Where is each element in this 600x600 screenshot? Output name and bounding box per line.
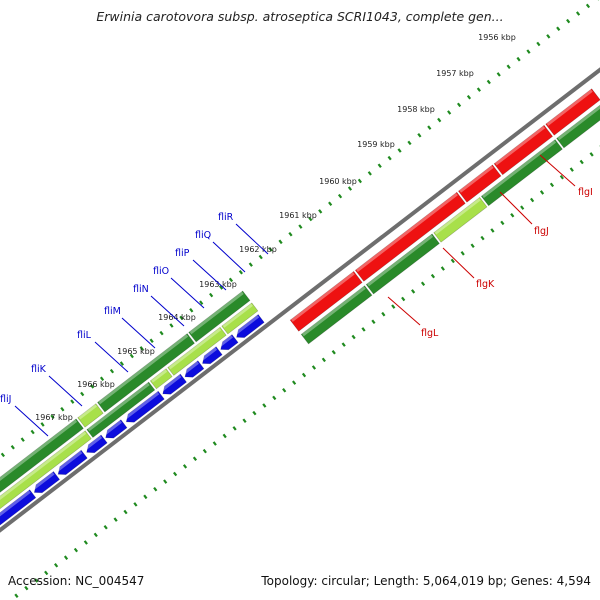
gene-leader-line	[48, 375, 83, 407]
gene-blue-segment	[200, 346, 223, 365]
gene-leader-line	[192, 259, 227, 291]
gene-blue-segment	[55, 449, 88, 475]
gene-blue-segment	[32, 471, 61, 494]
gene-lightgreen-segment	[433, 196, 488, 243]
gene-label[interactable]: fliP	[175, 248, 190, 259]
gene-green-segment	[365, 233, 440, 295]
gene-green-segment	[86, 381, 156, 438]
gene-label[interactable]: fliJ	[0, 394, 11, 405]
gene-label[interactable]: fliO	[153, 266, 169, 277]
inner-tick-row	[14, 145, 600, 598]
gene-leader-line	[235, 223, 269, 255]
scale-label: 1963 kbp	[199, 280, 237, 289]
gene-green-segment	[0, 418, 84, 493]
scale-label: 1957 kbp	[436, 69, 474, 78]
gene-label[interactable]: flgI	[578, 187, 593, 198]
gene-blue-segment	[182, 360, 205, 378]
gene-label[interactable]: flgL	[421, 328, 439, 339]
gene-blue-segment	[103, 419, 128, 439]
gene-blue-segment	[124, 390, 165, 423]
outer-tick-row	[0, 0, 599, 458]
accession-text: Accession: NC_004547	[8, 574, 145, 588]
gene-blue-segment	[234, 314, 265, 338]
blue-gene-labels: fliR fliQ fliP fliO fliN fliM fliL fliK fliJ	[0, 212, 269, 437]
gene-leader-line	[121, 317, 156, 349]
gene-label[interactable]: fliK	[31, 364, 47, 375]
gene-red-segment	[354, 191, 466, 282]
gene-red-segment	[289, 270, 363, 332]
scale-label: 1962 kbp	[239, 245, 277, 254]
gene-leader-line	[170, 277, 205, 309]
gene-blue-segment	[84, 434, 108, 454]
gene-leader-line	[94, 341, 129, 373]
gene-green-segment	[97, 333, 195, 413]
genome-backbone-line	[0, 67, 600, 533]
gene-leader-line	[150, 295, 185, 327]
scale-label: 1958 kbp	[397, 105, 435, 114]
scale-label: 1965 kbp	[117, 347, 155, 356]
gene-lightgreen-segment	[149, 368, 173, 390]
gene-leader-line	[387, 296, 421, 326]
gene-blue-segment	[0, 489, 37, 526]
scale-labels: 1956 kbp 1957 kbp 1958 kbp 1959 kbp 1960 kbp…	[35, 33, 516, 422]
gene-lightgreen-segment	[221, 302, 259, 335]
gene-red-segment	[545, 88, 600, 136]
scale-label: 1966 kbp	[77, 380, 115, 389]
gene-leader-line	[499, 191, 533, 225]
gene-green-segment	[188, 290, 251, 343]
gene-lightgreen-segment	[77, 403, 104, 428]
gene-label[interactable]: fliM	[104, 306, 121, 317]
gene-leader-line	[539, 154, 576, 187]
genome-summary-text: Topology: circular; Length: 5,064,019 bp…	[261, 574, 591, 588]
scale-label: 1967 kbp	[35, 413, 73, 422]
gene-blue-segment	[218, 334, 239, 351]
gene-green-segment	[480, 139, 563, 207]
scale-label: 1964 kbp	[158, 313, 196, 322]
gene-label[interactable]: flgJ	[534, 226, 549, 237]
scale-label: 1959 kbp	[357, 140, 395, 149]
gene-blue-segment	[160, 373, 187, 395]
gene-label[interactable]: fliN	[133, 284, 149, 295]
gene-label[interactable]: fliR	[218, 212, 234, 223]
scale-label: 1960 kbp	[319, 177, 357, 186]
scale-label: 1961 kbp	[279, 211, 317, 220]
gene-red-segment	[493, 124, 554, 176]
gene-label[interactable]: fliQ	[195, 230, 211, 241]
red-gene-labels: flgI flgJ flgK flgL	[387, 154, 593, 339]
gene-green-segment	[556, 104, 600, 149]
gene-leader-line	[442, 247, 475, 279]
gene-label[interactable]: fliL	[77, 330, 92, 341]
gene-lightgreen-segment	[167, 326, 227, 376]
gene-leader-line	[14, 405, 49, 437]
gene-lightgreen-segment	[0, 430, 92, 510]
scale-label: 1956 kbp	[478, 33, 516, 42]
map-title: Erwinia carotovora subsp. atroseptica SC…	[96, 9, 504, 24]
gene-leader-line	[212, 241, 246, 273]
gene-green-segment	[300, 285, 373, 345]
gene-red-segment	[457, 164, 502, 203]
gene-label[interactable]: flgK	[476, 279, 495, 290]
